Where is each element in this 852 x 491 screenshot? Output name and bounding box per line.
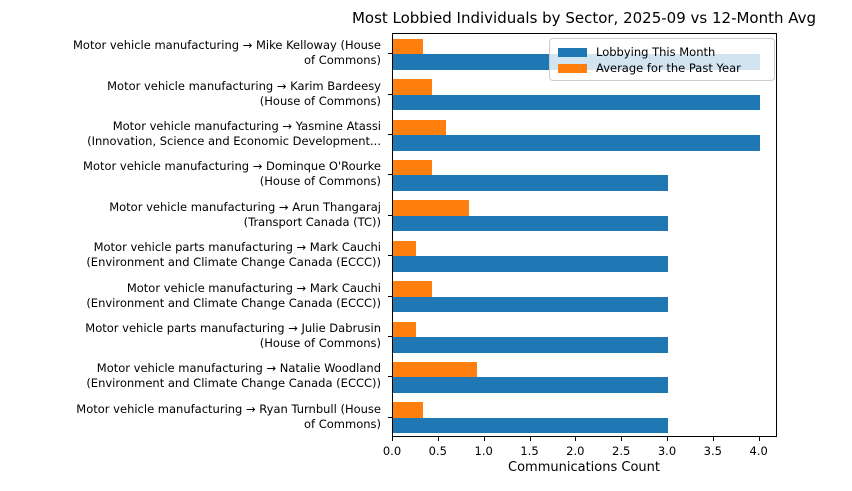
y-tick-mark — [388, 336, 392, 337]
bar-this-month — [393, 417, 668, 434]
bar-this-month — [393, 337, 668, 353]
legend-item: Average for the Past Year — [558, 60, 766, 76]
bar-past-year — [393, 200, 470, 216]
x-tick-mark — [529, 437, 531, 441]
y-axis-label-line: Motor vehicle manufacturing → Natalie Wo… — [96, 361, 381, 376]
x-tick-label: 4.0 — [749, 444, 768, 458]
x-tick-mark — [437, 437, 439, 441]
y-tick-mark — [388, 295, 392, 297]
legend-label: Lobbying This Month — [596, 45, 716, 59]
bar-past-year — [393, 240, 416, 257]
y-axis-label: Motor vehicle manufacturing → Karim Bard… — [0, 79, 381, 109]
y-axis-label-line: Motor vehicle parts manufacturing → Juli… — [85, 321, 381, 335]
y-axis-label-line: Motor vehicle manufacturing → Arun Thang… — [109, 199, 381, 214]
bar-this-month — [393, 377, 668, 393]
bar-this-month — [393, 94, 760, 111]
bar-past-year — [393, 281, 432, 297]
y-axis-label-line: (House of Commons) — [259, 93, 381, 108]
y-axis-label-line: Motor vehicle manufacturing → Mark Cauch… — [126, 280, 381, 295]
x-tick-label: 0.5 — [428, 444, 447, 458]
y-axis-label-line: of Commons) — [303, 416, 381, 431]
x-tick-mark — [392, 437, 393, 441]
x-tick-mark — [712, 437, 714, 441]
legend-swatch-icon — [558, 47, 587, 57]
legend-label: Average for the Past Year — [596, 61, 741, 75]
legend-item: Lobbying This Month — [558, 44, 766, 60]
y-axis-label-line: Motor vehicle manufacturing → Mike Kello… — [72, 38, 381, 53]
y-axis-label: Motor vehicle parts manufacturing → Mark… — [0, 240, 381, 270]
y-axis-label-line: Motor vehicle parts manufacturing → Mark… — [93, 240, 381, 255]
y-axis-label: Motor vehicle manufacturing → Ryan Turnb… — [0, 402, 381, 432]
bar-this-month — [393, 175, 668, 191]
y-tick-mark — [388, 134, 392, 135]
bar-past-year — [393, 79, 432, 95]
y-axis-label-line: (Environment and Climate Change Canada (… — [86, 295, 381, 310]
y-axis-label: Motor vehicle manufacturing → Dominque O… — [0, 159, 381, 189]
chart-title: Most Lobbied Individuals by Sector, 2025… — [351, 9, 817, 27]
x-tick-mark — [575, 437, 577, 441]
legend: Lobbying This Month Average for the Past … — [549, 38, 775, 81]
y-axis-label-line: Motor vehicle manufacturing → Yasmine At… — [112, 119, 381, 133]
y-axis-label-line: (Environment and Climate Change Canada (… — [86, 255, 381, 270]
x-tick-mark — [667, 437, 668, 441]
y-axis-label: Motor vehicle manufacturing → Arun Thang… — [0, 200, 381, 230]
y-tick-mark — [388, 53, 392, 55]
y-axis-label: Motor vehicle manufacturing → Mike Kello… — [0, 38, 381, 68]
x-tick-mark — [483, 437, 485, 441]
y-axis-label-line: (Innovation, Science and Economic Develo… — [87, 134, 381, 148]
x-axis-label: Communications Count — [508, 460, 660, 475]
y-tick-mark — [388, 416, 392, 418]
plot-area — [392, 33, 777, 437]
y-tick-mark — [388, 214, 392, 216]
y-axis-label-line: Motor vehicle manufacturing → Dominque O… — [83, 159, 381, 174]
bar-past-year — [393, 402, 424, 418]
bar-this-month — [393, 296, 668, 313]
bar-past-year — [393, 361, 478, 378]
bar-this-month — [393, 215, 668, 232]
y-axis-label-line: (Transport Canada (TC)) — [243, 214, 381, 229]
bar-past-year — [393, 38, 424, 55]
y-axis-label-line: of Commons) — [303, 53, 381, 68]
x-tick-label: 1.0 — [474, 444, 493, 458]
y-tick-mark — [388, 174, 392, 176]
x-tick-label: 0.0 — [382, 444, 402, 458]
bar-this-month — [393, 256, 668, 272]
x-tick-label: 1.5 — [520, 444, 539, 458]
bar-past-year — [393, 159, 432, 176]
x-tick-label: 2.5 — [612, 444, 631, 458]
y-axis-label-line: (Environment and Climate Change Canada (… — [86, 376, 381, 391]
x-tick-label: 3.5 — [703, 444, 722, 458]
bar-past-year — [393, 119, 447, 135]
y-axis-label: Motor vehicle parts manufacturing → Juli… — [0, 321, 381, 351]
y-axis-label-line: (House of Commons) — [259, 174, 381, 189]
x-tick-mark — [758, 437, 760, 441]
y-tick-mark — [388, 255, 392, 257]
bar-past-year — [393, 321, 416, 337]
bar-this-month — [393, 135, 760, 151]
y-axis-label: Motor vehicle manufacturing → Natalie Wo… — [0, 361, 381, 391]
y-axis-label: Motor vehicle manufacturing → Yasmine At… — [0, 119, 381, 149]
y-axis-label-line: Motor vehicle manufacturing → Ryan Turnb… — [76, 401, 381, 416]
y-axis-label-line: (House of Commons) — [259, 336, 381, 350]
y-tick-mark — [388, 376, 392, 378]
y-tick-mark — [388, 93, 392, 95]
y-axis-label: Motor vehicle manufacturing → Mark Cauch… — [0, 281, 381, 311]
x-tick-mark — [621, 437, 623, 441]
x-tick-label: 3.0 — [657, 444, 677, 458]
legend-swatch-icon — [558, 63, 587, 73]
y-axis-label-line: Motor vehicle manufacturing → Karim Bard… — [107, 78, 381, 93]
x-tick-label: 2.0 — [566, 444, 585, 458]
